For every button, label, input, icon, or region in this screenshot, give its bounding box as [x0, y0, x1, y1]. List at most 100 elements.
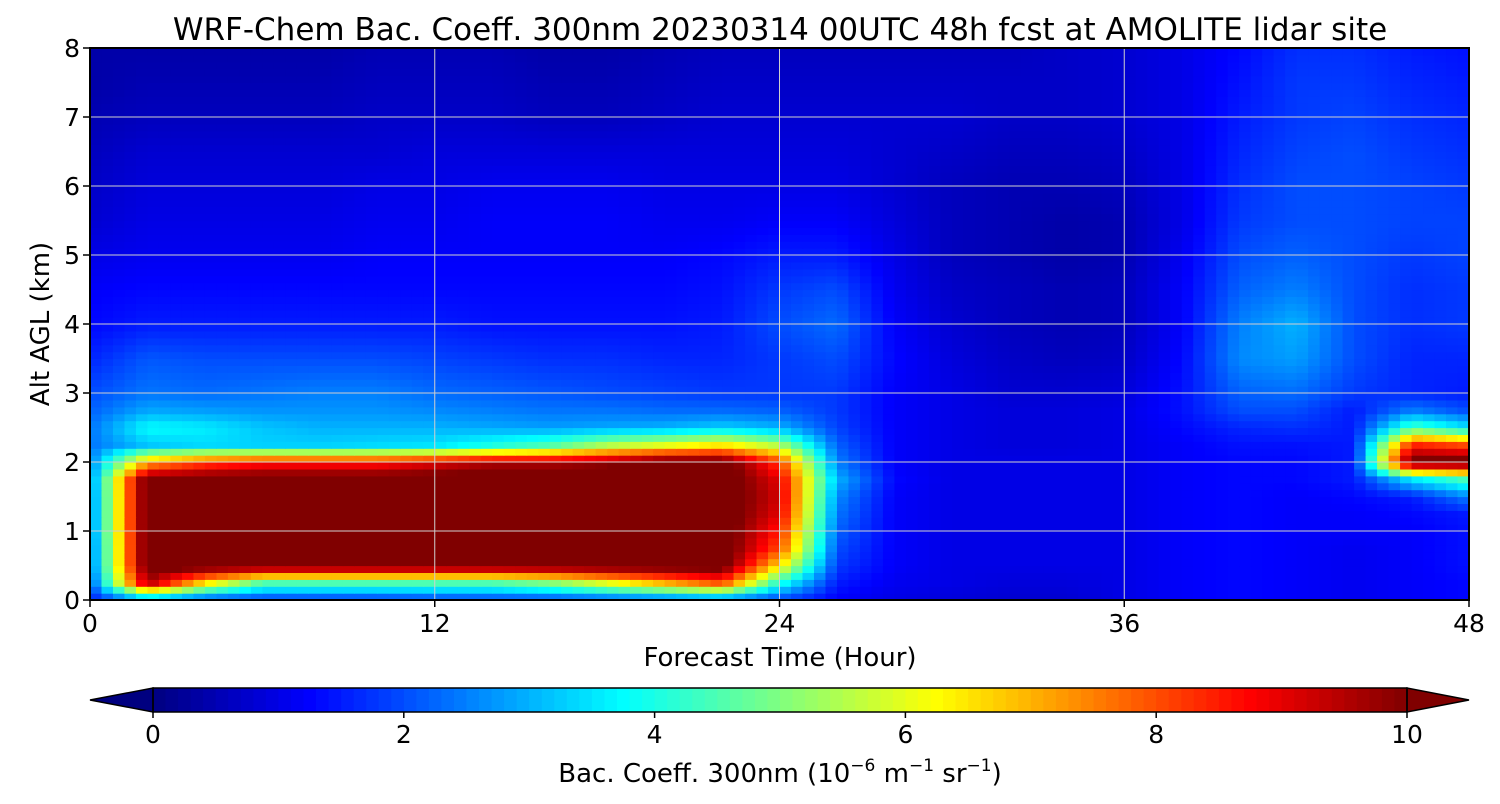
- heatmap-cell: [848, 393, 861, 401]
- heatmap-cell: [1135, 448, 1148, 456]
- heatmap-cell: [928, 337, 941, 346]
- heatmap-cell: [1446, 551, 1459, 560]
- heatmap-cell: [1411, 399, 1424, 408]
- heatmap-cell: [1296, 317, 1309, 325]
- heatmap-cell: [354, 358, 367, 366]
- heatmap-cell: [239, 558, 252, 567]
- heatmap-cell: [779, 358, 792, 366]
- heatmap-cell: [894, 468, 907, 477]
- heatmap-cell: [676, 372, 689, 380]
- heatmap-cell: [308, 524, 321, 532]
- heatmap-cell: [1411, 393, 1424, 401]
- heatmap-cell: [974, 448, 987, 456]
- heatmap-cell: [1158, 510, 1171, 518]
- heatmap-cell: [1296, 565, 1309, 573]
- heatmap-cell: [469, 441, 482, 449]
- heatmap-cell: [90, 351, 103, 360]
- heatmap-cell: [905, 475, 918, 484]
- heatmap-cell: [584, 399, 597, 408]
- heatmap-cell: [423, 365, 436, 373]
- heatmap-cell: [250, 510, 263, 518]
- heatmap-cell: [1331, 358, 1344, 366]
- heatmap-cell: [1112, 399, 1125, 408]
- heatmap-cell: [446, 344, 459, 353]
- heatmap-cell: [951, 386, 964, 394]
- heatmap-cell: [1262, 510, 1275, 518]
- heatmap-cell: [1365, 365, 1378, 373]
- heatmap-cell: [1457, 344, 1469, 353]
- heatmap-cell: [296, 489, 309, 498]
- heatmap-cell: [446, 579, 459, 587]
- heatmap-cell: [940, 558, 953, 567]
- heatmap-cell: [951, 434, 964, 442]
- heatmap-cell: [630, 544, 643, 553]
- heatmap-cell: [1158, 351, 1171, 360]
- heatmap-cell: [446, 310, 459, 318]
- heatmap-cell: [193, 510, 206, 518]
- heatmap-cell: [1423, 448, 1436, 456]
- heatmap-cell: [227, 310, 240, 318]
- heatmap-cell: [1170, 358, 1183, 366]
- heatmap-cell: [756, 365, 769, 373]
- heatmap-cell: [572, 558, 585, 567]
- heatmap-cell: [1216, 413, 1229, 422]
- heatmap-cell: [607, 586, 620, 594]
- heatmap-cell: [285, 406, 298, 415]
- heatmap-cell: [112, 351, 126, 360]
- heatmap-cell: [630, 579, 643, 587]
- heatmap-cell: [377, 413, 390, 422]
- heatmap-cell: [308, 544, 321, 553]
- heatmap-cell: [400, 448, 413, 456]
- heatmap-cell: [296, 434, 309, 442]
- heatmap-cell: [296, 351, 309, 360]
- heatmap-cell: [653, 544, 666, 553]
- heatmap-cell: [859, 572, 873, 580]
- heatmap-cell: [90, 572, 103, 580]
- heatmap-cell: [687, 496, 700, 504]
- heatmap-cell: [388, 365, 401, 373]
- heatmap-cell: [825, 551, 838, 560]
- heatmap-cell: [1227, 406, 1240, 415]
- heatmap-cell: [836, 517, 850, 525]
- heatmap-cell: [630, 324, 643, 332]
- heatmap-cell: [653, 517, 666, 525]
- heatmap-cell: [951, 503, 964, 511]
- heatmap-cell: [147, 503, 160, 511]
- heatmap-cell: [1342, 330, 1355, 339]
- heatmap-cell: [492, 399, 505, 408]
- heatmap-cell: [641, 489, 654, 498]
- heatmap-cell: [1032, 482, 1045, 491]
- heatmap-cell: [1342, 434, 1355, 442]
- heatmap-cell: [641, 372, 654, 380]
- heatmap-cell: [1411, 427, 1424, 435]
- heatmap-cell: [641, 317, 654, 325]
- heatmap-cell: [1285, 503, 1298, 511]
- heatmap-cell: [928, 324, 941, 332]
- heatmap-cell: [480, 537, 493, 546]
- heatmap-cell: [400, 324, 413, 332]
- heatmap-cell: [561, 496, 574, 504]
- heatmap-cell: [779, 468, 792, 477]
- heatmap-cell: [262, 544, 275, 553]
- heatmap-cell: [1043, 434, 1056, 442]
- heatmap-cell: [423, 406, 436, 415]
- heatmap-cell: [1204, 489, 1217, 498]
- heatmap-cell: [1319, 551, 1332, 560]
- heatmap-cell: [595, 406, 608, 415]
- heatmap-cell: [848, 337, 861, 346]
- heatmap-cell: [204, 358, 218, 366]
- heatmap-cell: [90, 344, 103, 353]
- heatmap-cell: [664, 344, 677, 353]
- heatmap-cell: [1147, 544, 1160, 553]
- heatmap-cell: [664, 365, 677, 373]
- heatmap-cell: [1020, 537, 1033, 546]
- heatmap-cell: [112, 544, 126, 553]
- heatmap-cell: [630, 337, 643, 346]
- heatmap-cell: [986, 537, 999, 546]
- heatmap-cell: [997, 537, 1010, 546]
- heatmap-cell: [1020, 406, 1033, 415]
- heatmap-cell: [986, 558, 999, 567]
- heatmap-cell: [1423, 399, 1436, 408]
- heatmap-cell: [859, 441, 873, 449]
- heatmap-cell: [1446, 475, 1459, 484]
